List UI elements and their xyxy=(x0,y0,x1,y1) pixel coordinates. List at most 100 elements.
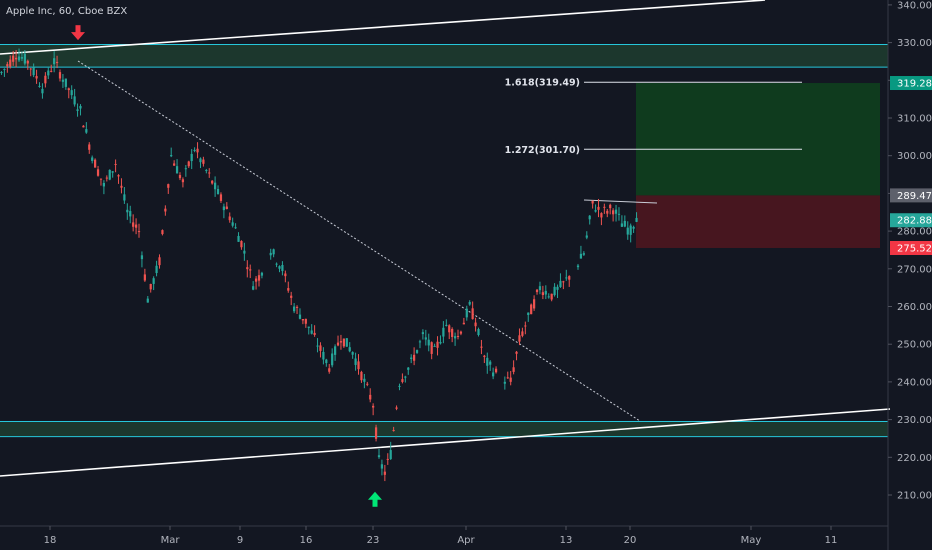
candle[interactable] xyxy=(333,344,337,361)
candle[interactable] xyxy=(272,248,275,258)
candle[interactable] xyxy=(477,327,480,337)
candle[interactable] xyxy=(442,321,445,344)
candle[interactable] xyxy=(146,296,149,303)
candle[interactable] xyxy=(257,269,261,287)
candle[interactable] xyxy=(88,142,91,154)
candle[interactable] xyxy=(202,156,205,167)
candle[interactable] xyxy=(96,165,100,177)
candle[interactable] xyxy=(126,203,129,220)
candle[interactable] xyxy=(632,225,635,233)
candle[interactable] xyxy=(123,187,126,204)
candle[interactable] xyxy=(521,327,524,338)
candle[interactable] xyxy=(550,293,553,302)
candle[interactable] xyxy=(6,61,9,73)
candle[interactable] xyxy=(158,254,161,269)
candle[interactable] xyxy=(155,260,158,277)
candle[interactable] xyxy=(205,168,208,174)
candle[interactable] xyxy=(392,426,395,432)
support-zone[interactable] xyxy=(0,421,888,437)
candle[interactable] xyxy=(47,66,50,80)
candle[interactable] xyxy=(404,375,407,383)
candle[interactable] xyxy=(436,336,439,356)
candle[interactable] xyxy=(67,87,70,99)
candle[interactable] xyxy=(489,360,492,371)
resistance-horizontal-line[interactable] xyxy=(583,199,658,204)
candle[interactable] xyxy=(219,192,223,203)
candle[interactable] xyxy=(17,48,21,62)
candle[interactable] xyxy=(360,370,363,383)
candle[interactable] xyxy=(196,142,199,159)
candle[interactable] xyxy=(73,88,76,107)
candle[interactable] xyxy=(70,85,73,100)
candle[interactable] xyxy=(544,285,547,300)
candle[interactable] xyxy=(448,324,451,340)
candle[interactable] xyxy=(231,217,234,228)
candle[interactable] xyxy=(509,370,512,386)
candle[interactable] xyxy=(29,67,32,77)
candle[interactable] xyxy=(418,339,422,349)
candle[interactable] xyxy=(23,50,26,66)
candle[interactable] xyxy=(474,317,477,332)
candle[interactable] xyxy=(322,347,325,365)
candle[interactable] xyxy=(114,159,117,173)
candle[interactable] xyxy=(609,203,612,215)
candle[interactable] xyxy=(20,51,24,61)
arrow-down-marker[interactable] xyxy=(71,25,85,41)
take-profit-area[interactable] xyxy=(636,83,880,196)
stop-loss-area[interactable] xyxy=(636,195,880,248)
resistance-zone[interactable] xyxy=(0,44,888,68)
candle[interactable] xyxy=(173,160,176,166)
candle[interactable] xyxy=(143,268,146,282)
candle[interactable] xyxy=(331,348,334,368)
candle[interactable] xyxy=(132,214,135,232)
candle[interactable] xyxy=(222,203,225,219)
candle[interactable] xyxy=(585,231,588,240)
candle[interactable] xyxy=(14,50,18,68)
candle[interactable] xyxy=(579,245,583,259)
candle[interactable] xyxy=(149,283,152,293)
candle[interactable] xyxy=(614,204,618,222)
candle[interactable] xyxy=(439,335,442,345)
upper-trend-line[interactable] xyxy=(0,0,766,55)
candle[interactable] xyxy=(407,366,410,375)
candle[interactable] xyxy=(55,55,59,69)
candle[interactable] xyxy=(252,281,255,291)
candle[interactable] xyxy=(524,321,527,335)
candle[interactable] xyxy=(553,283,556,297)
candle[interactable] xyxy=(120,178,123,194)
candle[interactable] xyxy=(301,319,305,325)
candle[interactable] xyxy=(9,55,12,69)
candle[interactable] xyxy=(556,284,559,299)
candle[interactable] xyxy=(427,333,430,352)
candle[interactable] xyxy=(281,261,284,276)
candle[interactable] xyxy=(228,212,231,223)
candle[interactable] xyxy=(582,251,585,256)
candle[interactable] xyxy=(594,204,597,213)
candle[interactable] xyxy=(339,334,343,350)
candle[interactable] xyxy=(102,180,106,195)
candle[interactable] xyxy=(351,351,354,359)
candle[interactable] xyxy=(307,326,310,335)
candle[interactable] xyxy=(494,366,498,374)
candle[interactable] xyxy=(53,51,56,73)
candle[interactable] xyxy=(64,78,67,90)
candle[interactable] xyxy=(79,104,82,116)
candle[interactable] xyxy=(559,273,562,288)
candle[interactable] xyxy=(357,354,360,375)
candle[interactable] xyxy=(597,198,600,218)
candle[interactable] xyxy=(295,305,299,314)
candle[interactable] xyxy=(603,203,606,214)
candle[interactable] xyxy=(383,464,386,482)
time-axis[interactable]: 18 Mar 9 16 23 Apr 13 20 May 11 xyxy=(44,526,838,546)
candle[interactable] xyxy=(462,317,465,325)
candle[interactable] xyxy=(532,295,536,311)
candle[interactable] xyxy=(421,329,425,340)
candle[interactable] xyxy=(538,281,542,295)
candle[interactable] xyxy=(635,212,638,223)
candle[interactable] xyxy=(111,171,114,178)
candle[interactable] xyxy=(117,174,120,184)
candle[interactable] xyxy=(623,215,626,228)
candle[interactable] xyxy=(483,354,486,364)
candle[interactable] xyxy=(389,441,392,460)
